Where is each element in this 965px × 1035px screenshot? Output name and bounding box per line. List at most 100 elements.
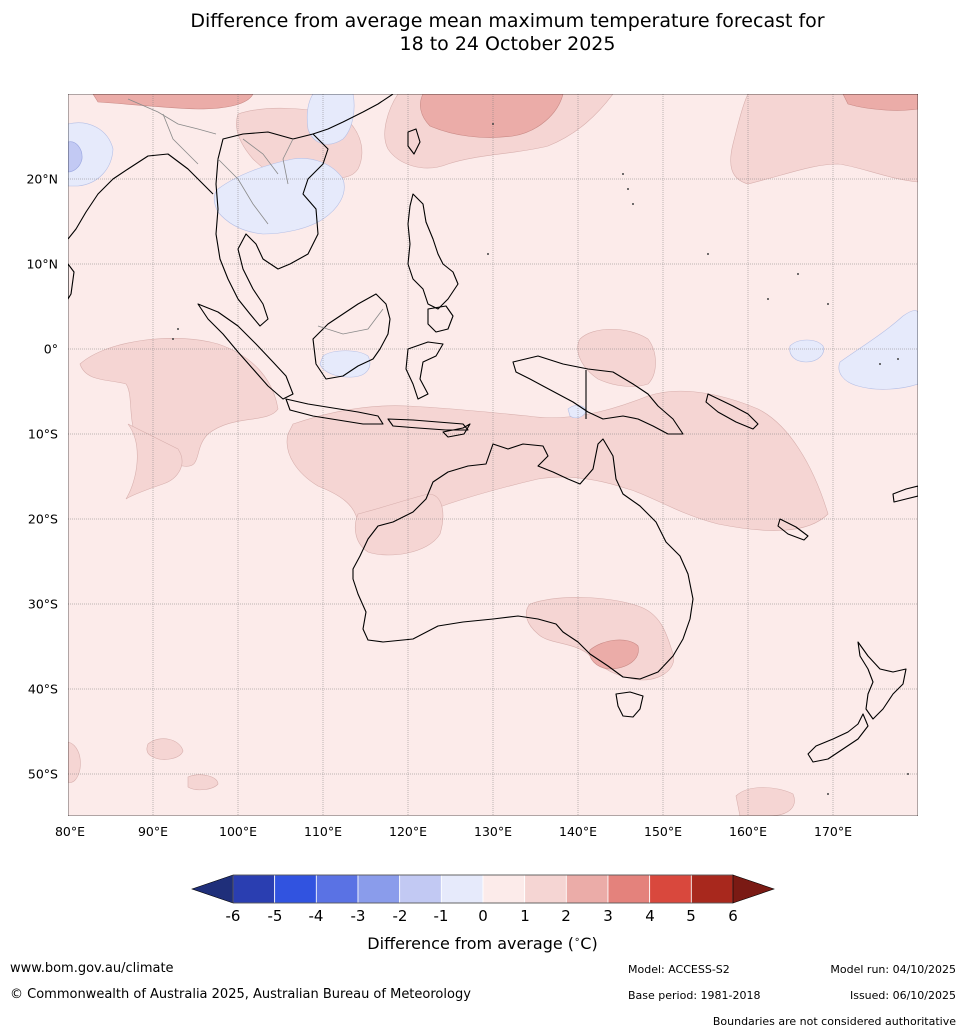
coastlines [68, 94, 918, 763]
colorbar [191, 874, 775, 904]
lesser-sunda-coastline [387, 418, 469, 431]
region-bay-of-bengal-cool [68, 122, 114, 187]
lat-label-10n: 10°N [26, 256, 58, 272]
indochina-coastline [215, 131, 329, 327]
colorbar-tick-minus5: -5 [267, 907, 283, 925]
lon-label-160e: 160°E [728, 824, 768, 839]
region-indian-ocean-warm [79, 337, 279, 467]
borneo-coastline [312, 293, 391, 380]
lat-label-20n: 20°N [26, 171, 58, 187]
region-equatorial-pacific-cool-2 [838, 310, 918, 390]
region-southeast-australia [525, 597, 675, 681]
colorbar-box [524, 874, 567, 904]
lat-label-40s: 40°S [27, 681, 58, 697]
philippines-coastline [407, 193, 459, 310]
colorbar-tick-2: 2 [561, 907, 571, 925]
lat-label-50s: 50°S [27, 766, 58, 782]
colorbar-tick-minus4: -4 [308, 907, 324, 925]
colorbar-box [232, 874, 276, 904]
chart-title: Difference from average mean maximum tem… [0, 10, 965, 56]
title-line-2: 18 to 24 October 2025 [399, 33, 616, 55]
colorbar-box [357, 874, 401, 904]
colorbar-box [649, 874, 692, 904]
base-period: Base period: 1981-2018 [628, 989, 761, 1002]
region-southern-ocean-4 [735, 787, 795, 816]
anomaly-minus2-to-minus1-regions [68, 141, 83, 173]
region-southern-ocean-2 [187, 774, 219, 791]
colorbar-label: Difference from average ( [367, 934, 575, 953]
timor-coastline [442, 423, 471, 438]
region-pacific-hotspot [420, 94, 564, 138]
lat-label-0: 0° [43, 341, 58, 357]
tasmania-coastline [615, 691, 644, 718]
lon-label-170e: 170°E [813, 824, 853, 839]
colorbar-box [440, 874, 484, 904]
lat-label-30s: 30°S [27, 596, 58, 612]
colorbar-tick-minus2: -2 [392, 907, 408, 925]
india-coastline [68, 153, 214, 240]
colorbar-tick-6: 6 [728, 907, 738, 925]
colorbar-tick-minus6: -6 [225, 907, 241, 925]
sumatra-coastline [197, 303, 294, 400]
nz-north-island-coastline [857, 641, 907, 720]
title-line-1: Difference from average mean maximum tem… [190, 10, 825, 32]
region-borneo-cool [319, 350, 371, 378]
colorbar-extend-max [732, 874, 775, 904]
anomaly-minus1-to-0-regions [68, 94, 918, 419]
colorbar-box [690, 874, 734, 904]
lon-label-100e: 100°E [218, 824, 258, 839]
region-southern-ocean-1 [146, 738, 184, 760]
copyright-notice: © Commonwealth of Australia 2025, Austra… [10, 987, 471, 1002]
java-coastline [285, 398, 384, 425]
lat-label-20s: 20°S [27, 511, 58, 527]
lon-label-90e: 90°E [137, 824, 169, 839]
colorbar-extend-min [191, 874, 234, 904]
colorbar-box [315, 874, 359, 904]
colorbar-tick-0: 0 [478, 907, 488, 925]
sulawesi-coastline [405, 341, 444, 400]
boundaries-disclaimer: Boundaries are not considered authoritat… [712, 1015, 956, 1028]
colorbar-box [399, 874, 442, 904]
taiwan-coastline [407, 128, 421, 155]
issued-date: Issued: 06/10/2025 [849, 989, 956, 1002]
colorbar-box [607, 874, 651, 904]
colorbar-box [274, 874, 317, 904]
lon-label-110e: 110°E [303, 824, 343, 839]
anomaly-1-to-2-regions [68, 94, 918, 816]
region-southern-ocean-3 [68, 741, 81, 783]
colorbar-tick-minus1: -1 [433, 907, 449, 925]
region-indian-ocean-warm-2 [125, 423, 183, 500]
colorbar-tick-4: 4 [645, 907, 655, 925]
forecast-map[interactable] [68, 94, 918, 816]
new-caledonia-coastline [777, 518, 809, 541]
australia-coastline [352, 438, 694, 680]
model-name: Model: ACCESS-S2 [628, 963, 730, 976]
colorbar-tick-3: 3 [603, 907, 613, 925]
nz-south-island-coastline [807, 713, 869, 763]
lat-label-10s: 10°S [27, 426, 58, 442]
colorbar-tick-1: 1 [520, 907, 530, 925]
website-link[interactable]: www.bom.gov.au/climate [10, 961, 174, 976]
region-western-australia [355, 493, 444, 556]
region-southeast-asia-hotspot [92, 94, 254, 110]
colorbar-tick-minus3: -3 [350, 907, 366, 925]
new-guinea-coastline [512, 355, 684, 435]
fiji-coastline [892, 485, 918, 503]
small-islands [172, 123, 909, 795]
lon-label-120e: 120°E [388, 824, 428, 839]
lon-label-140e: 140°E [558, 824, 598, 839]
region-equatorial-pacific-cool-1 [789, 339, 824, 363]
sri-lanka-coastline [68, 263, 75, 300]
model-run-date: Model run: 04/10/2025 [830, 963, 956, 976]
colorbar-box [482, 874, 526, 904]
colorbar-unit: C) [580, 934, 598, 953]
lon-label-150e: 150°E [643, 824, 683, 839]
mindanao-coastline [427, 305, 454, 333]
graticule [68, 94, 918, 816]
region-northeast-pacific [730, 94, 918, 185]
country-boundaries [127, 98, 384, 335]
china-coastline [312, 94, 394, 135]
lon-label-80e: 80°E [54, 824, 86, 839]
region-new-guinea-north [577, 329, 656, 387]
solomon-islands-coastline [705, 393, 759, 430]
